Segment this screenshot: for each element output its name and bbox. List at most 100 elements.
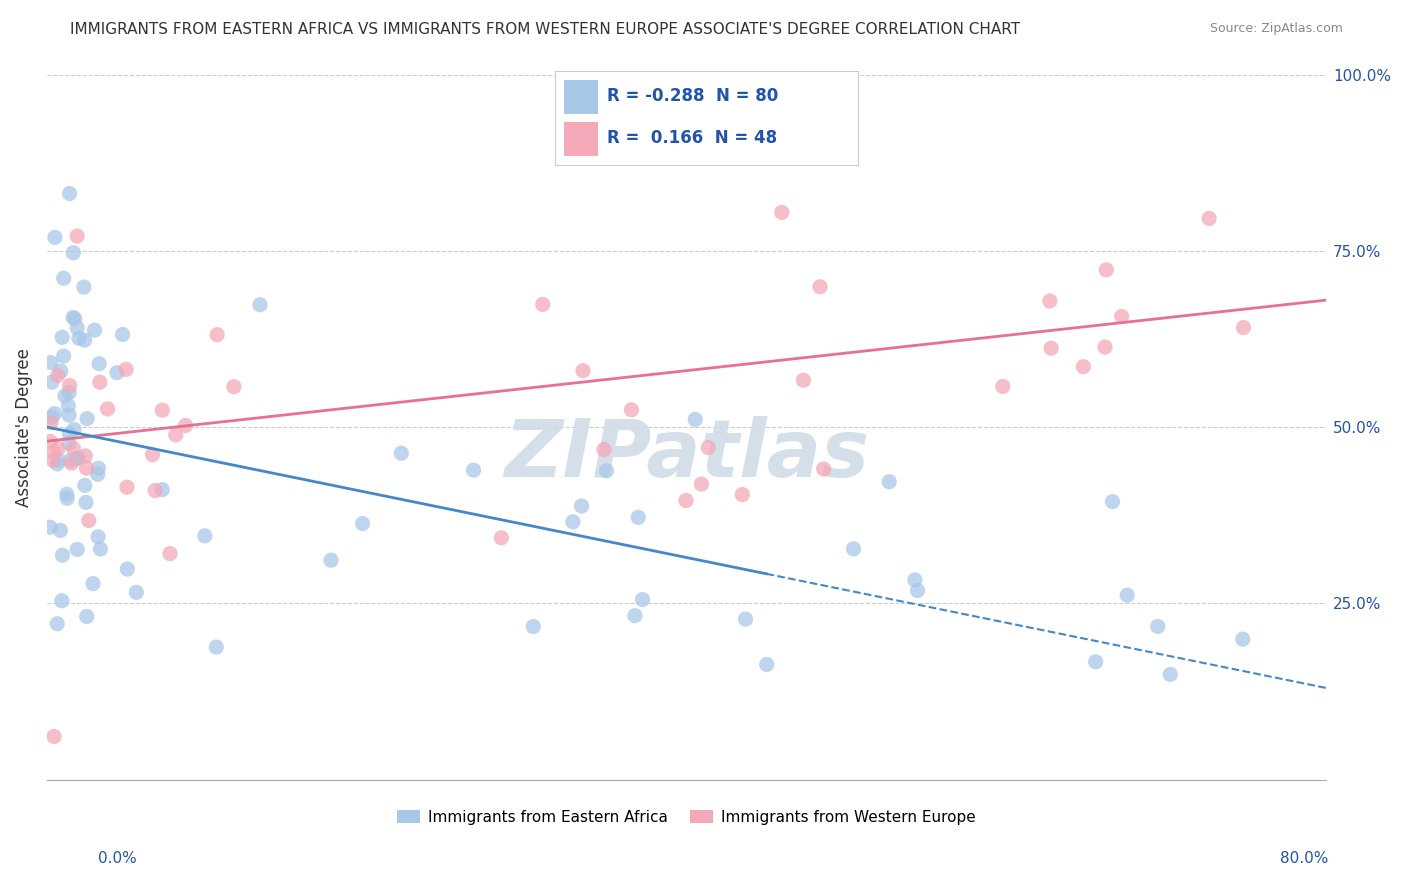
Point <box>58 399 80 413</box>
Point <box>76 411 98 425</box>
Point <box>620 402 643 417</box>
Point <box>58 436 80 450</box>
Point <box>65 451 87 466</box>
Point <box>51 548 73 562</box>
Point <box>463 463 485 477</box>
Point <box>593 442 616 457</box>
Point <box>82 576 104 591</box>
Point <box>56 487 79 501</box>
Point <box>690 477 713 491</box>
Point <box>89 375 111 389</box>
Point <box>159 547 181 561</box>
Point <box>731 487 754 501</box>
Point <box>42 730 65 744</box>
Point <box>53 389 76 403</box>
Text: IMMIGRANTS FROM EASTERN AFRICA VS IMMIGRANTS FROM WESTERN EUROPE ASSOCIATE'S DEG: IMMIGRANTS FROM EASTERN AFRICA VS IMMIGR… <box>70 22 1021 37</box>
Point <box>77 513 100 527</box>
Point <box>697 441 720 455</box>
Point <box>75 495 97 509</box>
Point <box>792 373 814 387</box>
Point <box>627 510 650 524</box>
Point <box>125 585 148 599</box>
Point <box>907 583 929 598</box>
Point <box>755 657 778 672</box>
Point <box>89 542 111 557</box>
Point <box>44 407 66 421</box>
Point <box>58 426 80 441</box>
Point <box>48 453 70 467</box>
Point <box>877 475 900 489</box>
Point <box>770 205 793 219</box>
Point <box>87 461 110 475</box>
Point <box>49 364 72 378</box>
Point <box>46 457 69 471</box>
Point <box>111 327 134 342</box>
Point <box>222 379 245 393</box>
Point <box>561 515 583 529</box>
Point <box>734 612 756 626</box>
Point <box>97 401 120 416</box>
Point <box>66 320 89 334</box>
FancyBboxPatch shape <box>564 122 598 156</box>
Point <box>675 493 697 508</box>
Text: ZIPatlas: ZIPatlas <box>503 417 869 494</box>
Point <box>67 331 90 345</box>
Point <box>319 553 342 567</box>
FancyBboxPatch shape <box>564 79 598 113</box>
Point <box>58 385 80 400</box>
Text: R =  0.166  N = 48: R = 0.166 N = 48 <box>607 129 778 147</box>
Point <box>522 619 544 633</box>
Point <box>1232 320 1254 334</box>
Point <box>352 516 374 531</box>
Y-axis label: Associate's Degree: Associate's Degree <box>15 348 32 507</box>
Point <box>1198 211 1220 226</box>
Point <box>42 453 65 467</box>
Point <box>67 451 90 466</box>
Point <box>105 366 128 380</box>
Point <box>1101 494 1123 508</box>
Point <box>1084 655 1107 669</box>
Point <box>174 418 197 433</box>
Point <box>56 491 79 506</box>
Text: R = -0.288  N = 80: R = -0.288 N = 80 <box>607 87 778 105</box>
Point <box>83 323 105 337</box>
Point <box>991 379 1014 393</box>
Point <box>571 499 593 513</box>
Point <box>60 456 83 470</box>
Point <box>1095 263 1118 277</box>
Point <box>51 330 73 344</box>
Point <box>683 412 706 426</box>
Point <box>142 448 165 462</box>
Point <box>194 529 217 543</box>
Point <box>59 186 82 201</box>
Point <box>1094 340 1116 354</box>
Point <box>66 229 89 244</box>
Point <box>205 327 228 342</box>
Point <box>813 462 835 476</box>
Point <box>59 378 82 392</box>
Point <box>1040 341 1063 355</box>
Point <box>66 542 89 557</box>
Point <box>39 434 62 449</box>
Point <box>87 357 110 371</box>
Point <box>143 483 166 498</box>
Point <box>904 573 927 587</box>
Point <box>39 355 62 369</box>
Point <box>63 422 86 436</box>
Point <box>76 609 98 624</box>
Point <box>1159 667 1181 681</box>
Point <box>46 368 69 383</box>
Point <box>572 364 595 378</box>
Point <box>1073 359 1095 374</box>
Point <box>46 616 69 631</box>
Point <box>1111 310 1133 324</box>
Point <box>63 311 86 326</box>
Point <box>75 449 97 463</box>
Point <box>115 480 138 494</box>
Text: 0.0%: 0.0% <box>98 852 138 866</box>
Point <box>249 298 271 312</box>
Point <box>595 464 617 478</box>
Point <box>62 245 84 260</box>
Point <box>87 530 110 544</box>
Point <box>59 453 82 467</box>
